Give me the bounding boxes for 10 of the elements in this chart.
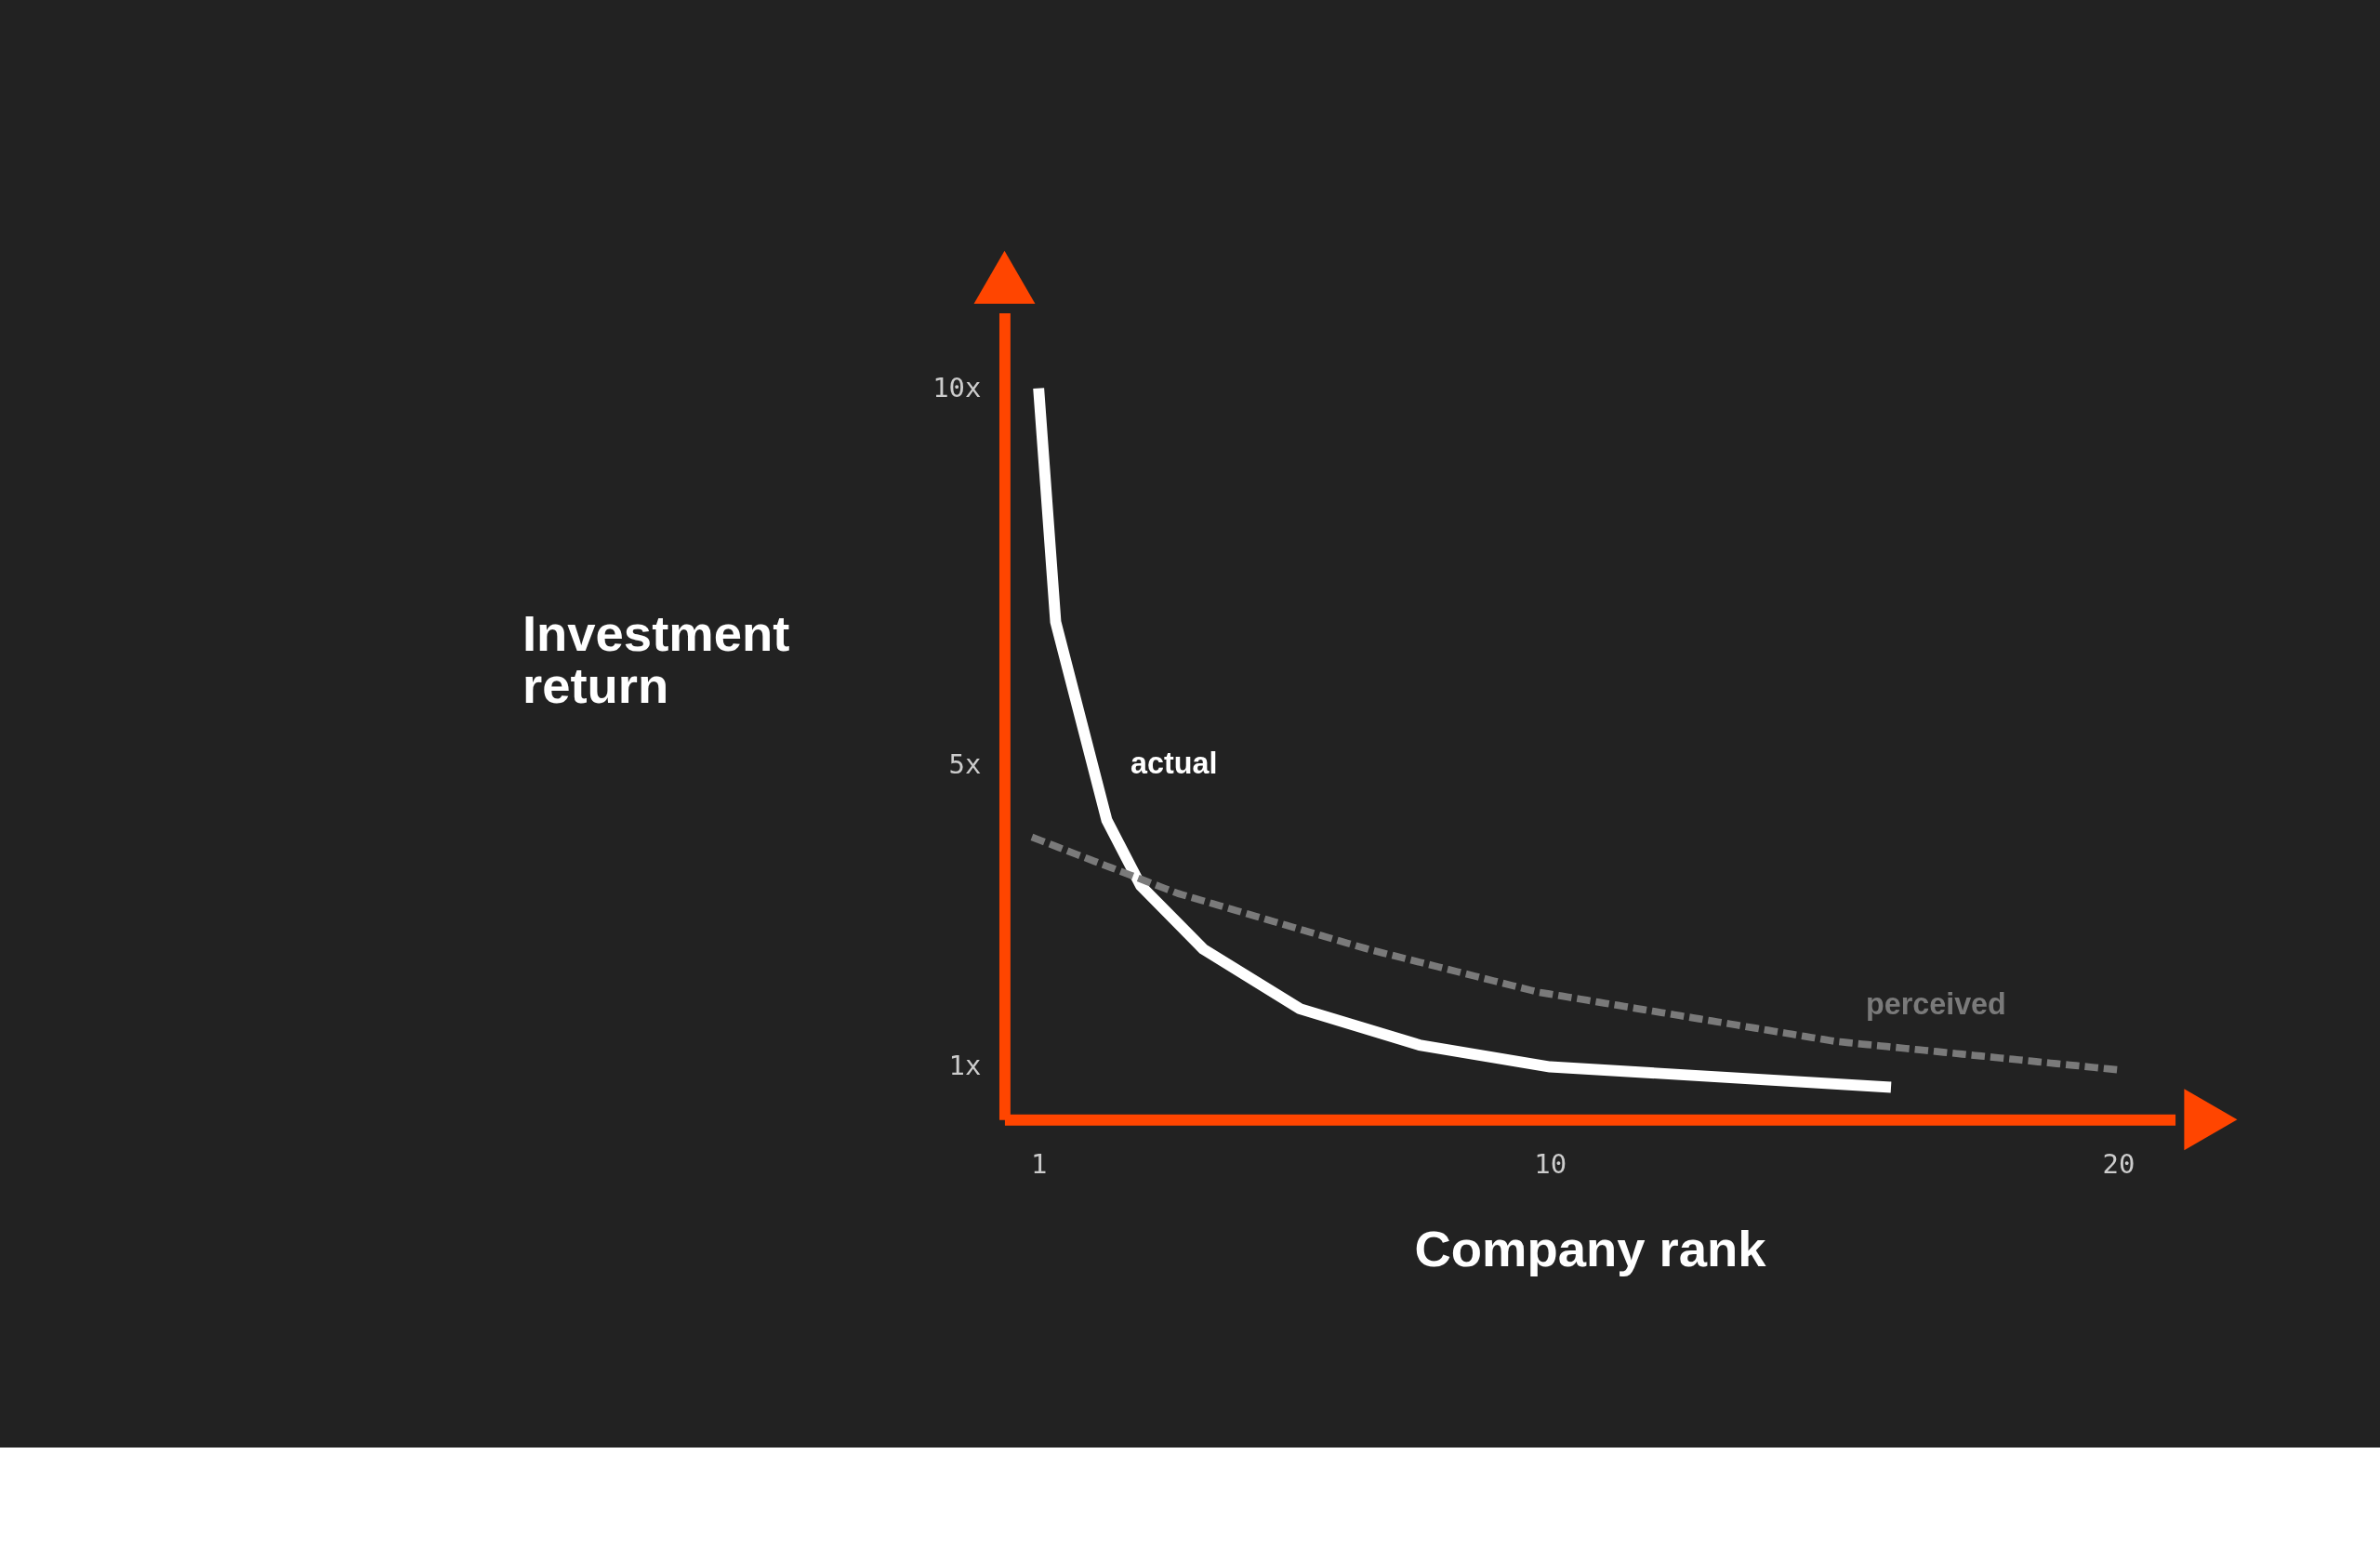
x-tick-label: 10: [1534, 1147, 1567, 1180]
series-label: actual: [1130, 747, 1218, 781]
y-tick-label: 5x: [948, 748, 982, 781]
x-axis-title: Company rank: [1414, 1221, 1767, 1278]
x-tick-label: 1: [1030, 1147, 1048, 1180]
series-label: perceived: [1865, 987, 2006, 1022]
y-axis-title: Investment return: [522, 605, 790, 715]
y-tick-label: 10x: [932, 371, 982, 403]
y-tick-label: 1x: [948, 1050, 982, 1082]
x-tick-label: 20: [2102, 1147, 2135, 1180]
